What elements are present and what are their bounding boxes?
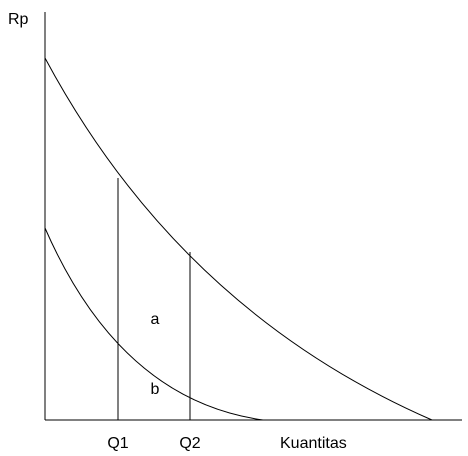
y-axis-label: Rp xyxy=(8,11,29,28)
q2-label: Q2 xyxy=(179,435,200,452)
region-a-label: a xyxy=(151,311,160,328)
x-axis-label: Kuantitas xyxy=(280,435,347,452)
q1-label: Q1 xyxy=(107,435,128,452)
region-b-label: b xyxy=(151,381,160,398)
lower-demand-curve xyxy=(44,227,264,421)
upper-demand-curve xyxy=(44,57,433,421)
